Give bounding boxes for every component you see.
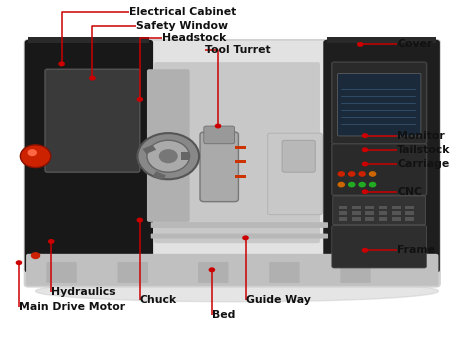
Text: Cover: Cover: [397, 39, 433, 49]
Circle shape: [137, 133, 199, 179]
Circle shape: [337, 182, 345, 187]
FancyBboxPatch shape: [24, 39, 441, 288]
Circle shape: [58, 61, 65, 66]
Circle shape: [337, 171, 345, 177]
Bar: [181, 152, 189, 160]
Circle shape: [369, 182, 376, 187]
Circle shape: [137, 218, 143, 223]
FancyBboxPatch shape: [147, 41, 329, 272]
Circle shape: [137, 97, 143, 102]
Circle shape: [48, 239, 55, 244]
Bar: [365, 211, 374, 215]
FancyBboxPatch shape: [198, 262, 228, 283]
Bar: [379, 206, 387, 209]
Bar: [392, 217, 401, 221]
Circle shape: [369, 171, 376, 177]
Circle shape: [147, 140, 190, 172]
FancyBboxPatch shape: [282, 140, 315, 172]
Circle shape: [215, 124, 221, 129]
Bar: [365, 206, 374, 209]
FancyBboxPatch shape: [46, 262, 77, 283]
FancyBboxPatch shape: [151, 222, 328, 228]
Bar: [235, 160, 246, 163]
Bar: [392, 211, 401, 215]
FancyBboxPatch shape: [118, 262, 148, 283]
Circle shape: [362, 162, 368, 166]
Bar: [405, 211, 414, 215]
Bar: [352, 206, 361, 209]
Bar: [379, 211, 387, 215]
Bar: [152, 171, 166, 180]
Circle shape: [89, 76, 96, 81]
Text: Tool Turret: Tool Turret: [205, 45, 270, 55]
FancyBboxPatch shape: [151, 234, 328, 239]
FancyBboxPatch shape: [332, 144, 427, 195]
Circle shape: [358, 171, 366, 177]
Text: Carriage: Carriage: [397, 159, 449, 169]
Circle shape: [358, 182, 366, 187]
Bar: [392, 206, 401, 209]
Text: CNC: CNC: [397, 187, 422, 197]
FancyBboxPatch shape: [332, 225, 427, 268]
Text: Main Drive Motor: Main Drive Motor: [19, 302, 125, 312]
FancyBboxPatch shape: [268, 133, 322, 215]
Bar: [365, 217, 374, 221]
Bar: [339, 217, 347, 221]
Text: Monitor: Monitor: [397, 131, 445, 141]
Bar: [405, 206, 414, 209]
Circle shape: [348, 182, 356, 187]
Bar: [352, 217, 361, 221]
Circle shape: [20, 145, 51, 168]
Bar: [143, 145, 156, 154]
FancyBboxPatch shape: [200, 132, 238, 202]
FancyBboxPatch shape: [147, 69, 190, 222]
Circle shape: [31, 252, 40, 259]
Text: Headstock: Headstock: [162, 33, 227, 43]
Text: Electrical Cabinet: Electrical Cabinet: [129, 7, 236, 17]
Bar: [379, 217, 387, 221]
Polygon shape: [327, 37, 436, 43]
Ellipse shape: [36, 280, 438, 302]
Circle shape: [357, 42, 364, 47]
Bar: [405, 217, 414, 221]
Circle shape: [362, 189, 368, 194]
Bar: [339, 206, 347, 209]
Circle shape: [16, 260, 22, 265]
Text: Safety Window: Safety Window: [136, 21, 228, 31]
Text: Hydraulics: Hydraulics: [51, 287, 116, 297]
Circle shape: [362, 248, 368, 253]
FancyBboxPatch shape: [26, 254, 438, 286]
FancyBboxPatch shape: [337, 73, 421, 136]
Bar: [235, 146, 246, 149]
Polygon shape: [28, 37, 149, 43]
Text: Guide Way: Guide Way: [246, 295, 310, 305]
FancyBboxPatch shape: [45, 69, 140, 172]
Circle shape: [362, 133, 368, 138]
Circle shape: [209, 267, 215, 272]
Circle shape: [159, 149, 178, 163]
Text: Chuck: Chuck: [140, 295, 177, 305]
FancyBboxPatch shape: [269, 262, 300, 283]
Bar: [235, 175, 246, 178]
Bar: [28, 43, 436, 53]
Bar: [352, 211, 361, 215]
FancyBboxPatch shape: [323, 40, 440, 273]
Circle shape: [348, 171, 356, 177]
FancyBboxPatch shape: [154, 62, 320, 243]
FancyBboxPatch shape: [204, 126, 235, 144]
FancyBboxPatch shape: [332, 62, 427, 144]
Bar: [339, 211, 347, 215]
Circle shape: [242, 235, 249, 240]
Circle shape: [27, 149, 37, 156]
Circle shape: [362, 147, 368, 152]
Text: Bed: Bed: [212, 310, 235, 320]
FancyBboxPatch shape: [333, 196, 426, 225]
Text: Tailstock: Tailstock: [397, 145, 451, 155]
Text: Frame: Frame: [397, 245, 435, 255]
FancyBboxPatch shape: [25, 40, 153, 273]
FancyBboxPatch shape: [340, 262, 371, 283]
